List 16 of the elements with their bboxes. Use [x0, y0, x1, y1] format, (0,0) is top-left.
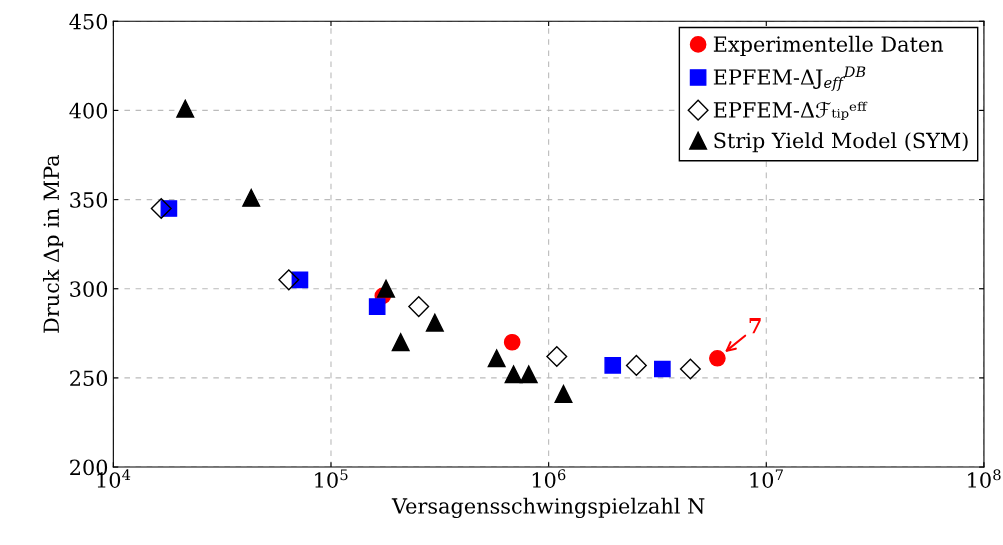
legend-label: Strip Yield Model (SYM)	[714, 132, 968, 153]
y-axis-title: Druck Δp in MPa	[42, 154, 64, 333]
y-tick-label: 250	[70, 370, 108, 387]
x-tick-label: 10$^{6}$	[532, 469, 566, 488]
legend-label: EPFEM-Δℱₜᵢₚᵉᶠᶠ	[713, 101, 868, 120]
legend-label: Experimentelle Daten	[713, 35, 944, 56]
legend-label: EPFEM-ΔJ$_{eff}$$^{DB}$	[713, 66, 866, 91]
annotation: 7	[749, 318, 761, 334]
x-tick-label: 10$^{7}$	[750, 469, 783, 488]
y-tick-label: 400	[69, 102, 108, 119]
x-axis-title: Versagensschwingspielzahl N	[391, 497, 705, 519]
x-tick-label: 10$^{5}$	[315, 469, 348, 488]
x-tick-label: 10$^{8}$	[968, 469, 1001, 488]
y-tick-label: 350	[70, 192, 108, 208]
y-tick-label: 450	[69, 13, 108, 30]
y-tick-label: 300	[70, 281, 108, 297]
